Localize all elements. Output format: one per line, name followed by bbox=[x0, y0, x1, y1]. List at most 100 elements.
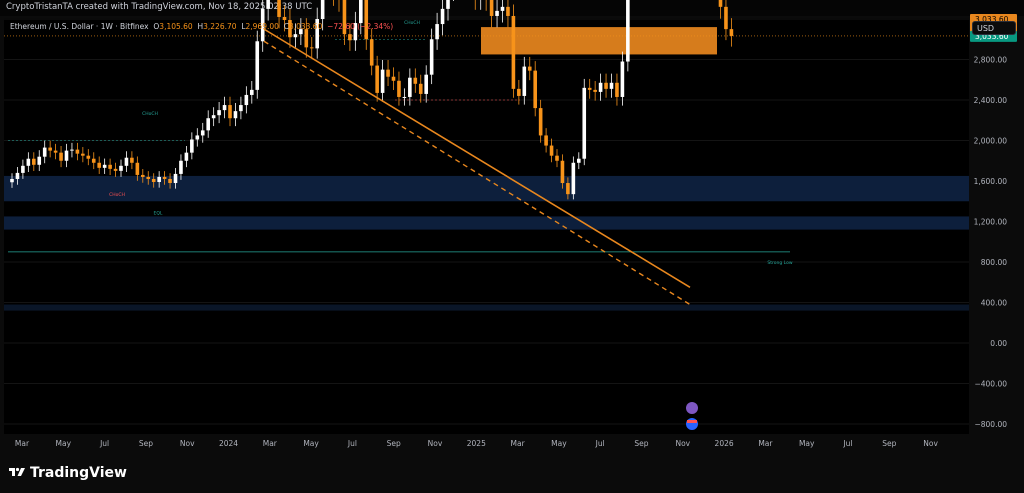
time-tick-label: Sep bbox=[634, 439, 648, 448]
support-zone-lower bbox=[4, 216, 969, 230]
candle-body bbox=[593, 89, 597, 92]
candle-body bbox=[391, 76, 396, 81]
candle-body bbox=[190, 139, 194, 153]
price-chart[interactable]: Weak HighStrong LowCHoCHCHoCHCHoCHCHoCHE… bbox=[0, 0, 1024, 455]
candle-body bbox=[97, 162, 101, 168]
candle-body bbox=[413, 77, 418, 84]
candle-body bbox=[380, 69, 385, 93]
candle-body bbox=[179, 160, 183, 174]
candle-body bbox=[288, 20, 292, 38]
time-tick-label: Mar bbox=[511, 439, 526, 448]
candle-body bbox=[609, 82, 614, 89]
candle-body bbox=[729, 29, 734, 36]
candle-body bbox=[408, 77, 412, 97]
candle-body bbox=[620, 61, 625, 97]
candle-body bbox=[615, 82, 619, 97]
order-block-zone bbox=[481, 27, 717, 55]
candle-body bbox=[59, 152, 63, 161]
candle-body bbox=[81, 153, 85, 156]
current-price-tag: 3,033.60 bbox=[975, 32, 1009, 41]
support-zone-bottom bbox=[4, 304, 969, 311]
candle-body bbox=[195, 135, 200, 140]
candle-body bbox=[582, 87, 587, 159]
candle-body bbox=[162, 176, 167, 179]
candle-body bbox=[522, 66, 527, 96]
candle-body bbox=[141, 174, 145, 177]
open-label: O bbox=[153, 22, 160, 31]
tradingview-logo[interactable]: TradingView bbox=[8, 465, 127, 481]
time-tick-label: Sep bbox=[882, 439, 896, 448]
tradingview-icon bbox=[9, 467, 25, 476]
candle-body bbox=[64, 150, 69, 161]
low-value: 2,969.00 bbox=[245, 22, 279, 31]
flag-stripe-icon bbox=[687, 420, 697, 423]
candle-body bbox=[184, 152, 189, 161]
candle-body bbox=[424, 74, 428, 94]
candle-body bbox=[168, 178, 172, 184]
candle-body bbox=[250, 89, 254, 95]
time-tick-label: Nov bbox=[675, 439, 690, 448]
time-tick-label: Jul bbox=[842, 439, 852, 448]
candle-body bbox=[626, 0, 630, 62]
time-tick-label: May bbox=[799, 439, 815, 448]
candle-body bbox=[70, 149, 74, 151]
candle-body bbox=[37, 156, 42, 165]
close-label: C bbox=[283, 22, 289, 31]
candle-body bbox=[53, 150, 58, 153]
time-tick-label: Sep bbox=[387, 439, 401, 448]
time-tick-label: Nov bbox=[923, 439, 938, 448]
candle-body bbox=[353, 23, 358, 41]
currency-selector[interactable]: USD bbox=[972, 21, 1016, 35]
candle-body bbox=[364, 0, 369, 40]
candle-body bbox=[402, 96, 407, 98]
low-label: L bbox=[241, 22, 246, 31]
candle-body bbox=[32, 158, 36, 165]
candle-body bbox=[375, 65, 379, 93]
candle-body bbox=[135, 162, 140, 175]
candle-body bbox=[173, 173, 178, 184]
candle-body bbox=[255, 41, 260, 90]
candle-body bbox=[348, 34, 352, 41]
candle-body bbox=[304, 29, 309, 48]
candle-body bbox=[75, 149, 80, 154]
time-tick-label: 2024 bbox=[219, 439, 238, 448]
top-bar: CryptoTristanTA created with TradingView… bbox=[0, 0, 1024, 16]
price-tick-label: −400.00 bbox=[974, 380, 1007, 389]
time-tick-label: May bbox=[56, 439, 72, 448]
candle-body bbox=[544, 135, 548, 146]
candle-body bbox=[533, 70, 537, 109]
candle-body bbox=[86, 155, 91, 159]
symbol-legend: Ethereum / U.S. Dollar · 1W · Bitfinex O… bbox=[10, 22, 393, 31]
candle-body bbox=[91, 158, 96, 163]
candle-body bbox=[157, 176, 161, 183]
annotations: Weak HighStrong LowCHoCHCHoCHCHoCHCHoCHE… bbox=[109, 20, 793, 430]
candle-body bbox=[527, 66, 532, 71]
time-tick-label: Mar bbox=[263, 439, 278, 448]
descending-trendline-dashed bbox=[263, 40, 691, 306]
candle-body bbox=[42, 147, 47, 157]
time-tick-label: 2025 bbox=[467, 439, 486, 448]
support-zones bbox=[4, 27, 969, 311]
open-value: 3,105.60 bbox=[159, 22, 193, 31]
price-axis-bg bbox=[969, 18, 1024, 434]
candle-body bbox=[511, 15, 516, 89]
time-tick-label: May bbox=[303, 439, 319, 448]
candle-body bbox=[517, 88, 521, 96]
time-tick-label: Mar bbox=[15, 439, 30, 448]
candle-body bbox=[206, 118, 210, 131]
chart-annotation: CHoCH bbox=[109, 192, 125, 198]
candle-body bbox=[282, 16, 287, 21]
candle-body bbox=[506, 6, 510, 16]
candle-body bbox=[386, 69, 390, 77]
chart-annotation: Strong Low bbox=[767, 260, 792, 266]
price-tick-label: 400.00 bbox=[981, 299, 1007, 308]
candle-body bbox=[309, 47, 314, 49]
candle-body bbox=[577, 158, 581, 163]
candle-body bbox=[299, 29, 303, 35]
time-axis-bg bbox=[4, 434, 969, 455]
candle-body bbox=[277, 0, 281, 17]
candle-body bbox=[108, 164, 112, 169]
candle-body bbox=[489, 0, 494, 16]
candle-body bbox=[228, 105, 232, 119]
price-tick-label: 2,000.00 bbox=[974, 137, 1008, 146]
